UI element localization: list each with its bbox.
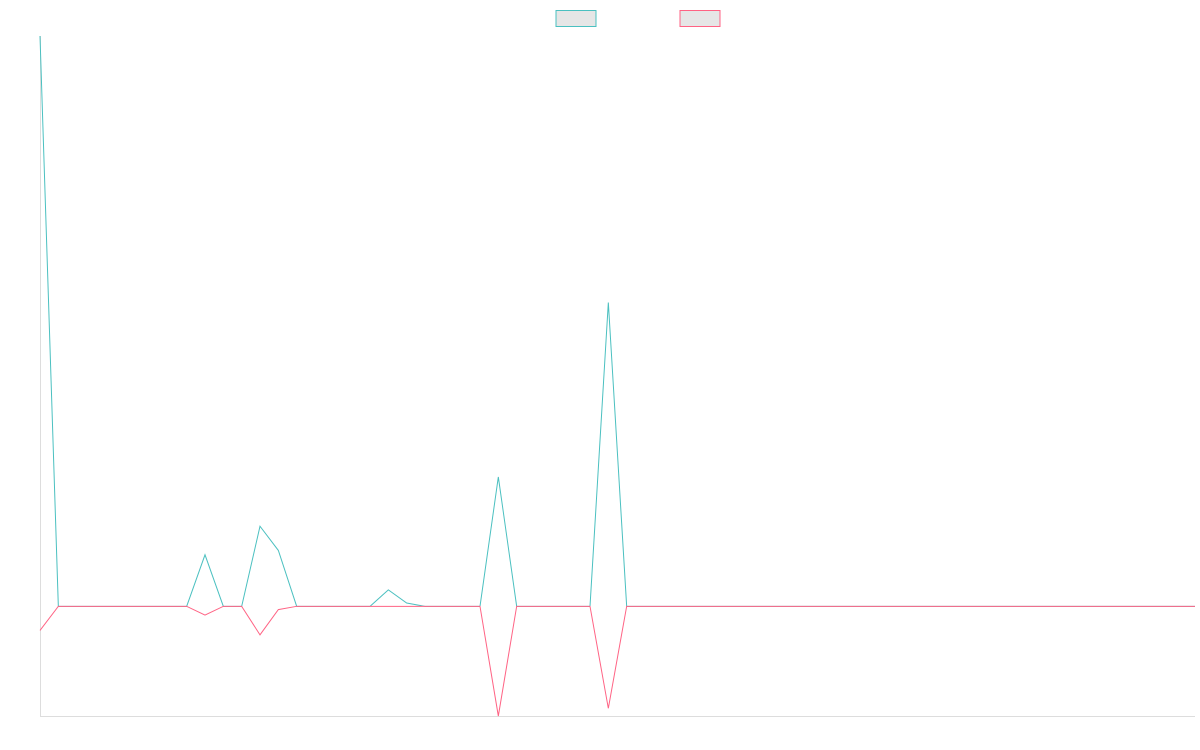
chart-series [39, 35, 1195, 717]
legend-swatch-1[interactable] [555, 10, 597, 27]
legend-swatch-2[interactable] [679, 10, 721, 27]
series-line-1 [39, 35, 1195, 607]
series-line-2 [39, 605, 1195, 717]
chart-axes [40, 36, 1195, 717]
chart-legend [555, 10, 721, 27]
